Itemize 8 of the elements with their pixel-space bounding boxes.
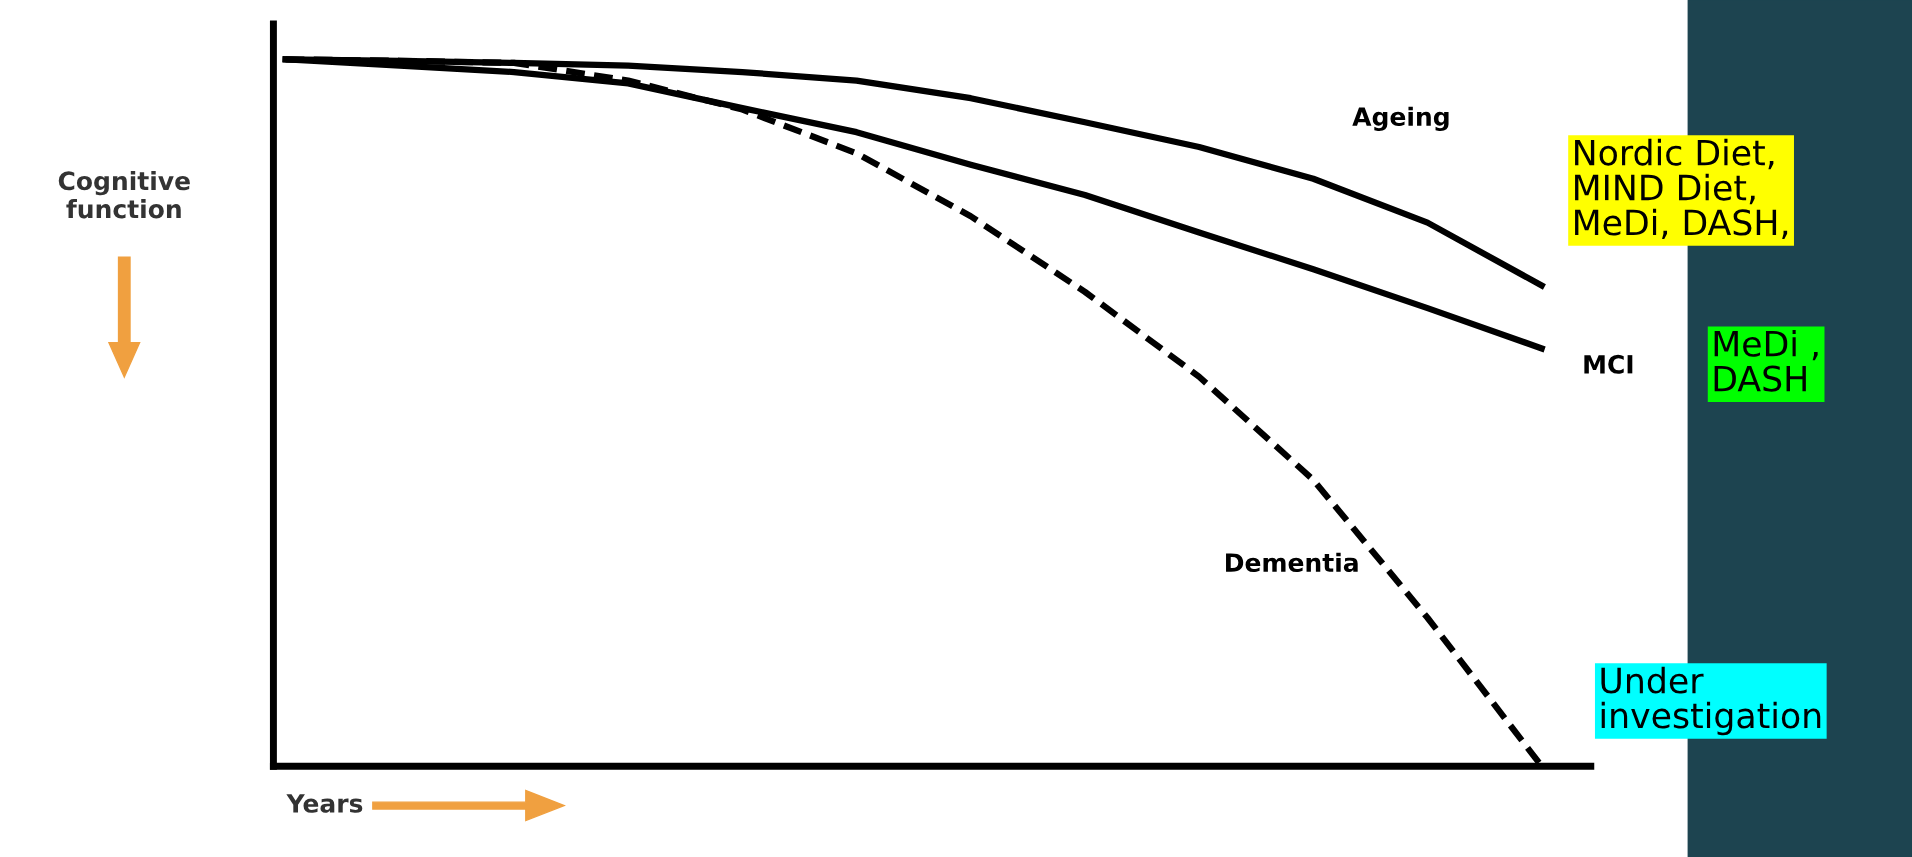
x-axis-title: Years — [286, 794, 363, 813]
series-label: Dementia — [1226, 552, 1358, 573]
y-axis-title: Cognitive function — [58, 170, 190, 219]
annotation: Nordic Diet, MIND Diet, MeDi, DASH, — [1575, 138, 1788, 240]
series-label: MCI — [1584, 354, 1633, 374]
text: MeDi , DASH — [1714, 329, 1818, 392]
text: Under investigation — [1601, 666, 1821, 736]
text: Ageing — [1352, 106, 1449, 132]
